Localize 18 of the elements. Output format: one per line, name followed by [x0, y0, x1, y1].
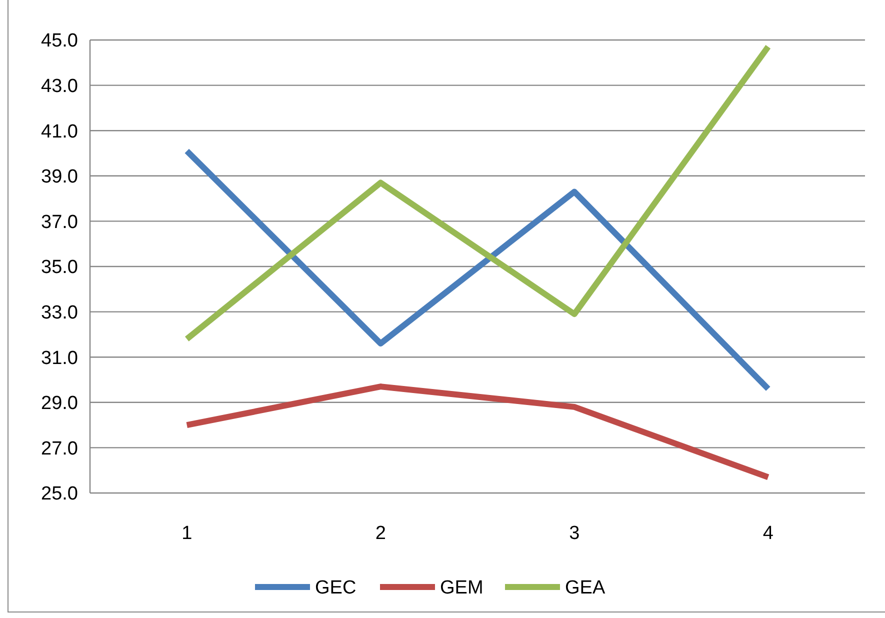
x-tick-label: 1 [182, 523, 192, 544]
y-tick-label: 39.0 [41, 166, 78, 188]
y-tick-label: 35.0 [41, 257, 78, 278]
legend-label: GEA [565, 578, 606, 599]
y-tick-label: 41.0 [41, 121, 78, 142]
y-tick-label: 27.0 [41, 438, 78, 460]
y-tick-label: 45.0 [41, 30, 78, 52]
x-tick-label: 2 [375, 523, 386, 544]
legend-label: GEM [440, 578, 484, 599]
y-tick-label: 43.0 [41, 76, 78, 97]
x-tick-label: 4 [762, 523, 774, 544]
y-tick-label: 31.0 [41, 348, 78, 369]
y-tick-label: 29.0 [41, 393, 78, 414]
y-tick-label: 37.0 [41, 212, 78, 233]
x-tick-label: 3 [569, 523, 580, 544]
legend-label: GEC [315, 578, 356, 599]
y-tick-label: 33.0 [41, 302, 78, 324]
y-tick-label: 25.0 [41, 484, 78, 505]
